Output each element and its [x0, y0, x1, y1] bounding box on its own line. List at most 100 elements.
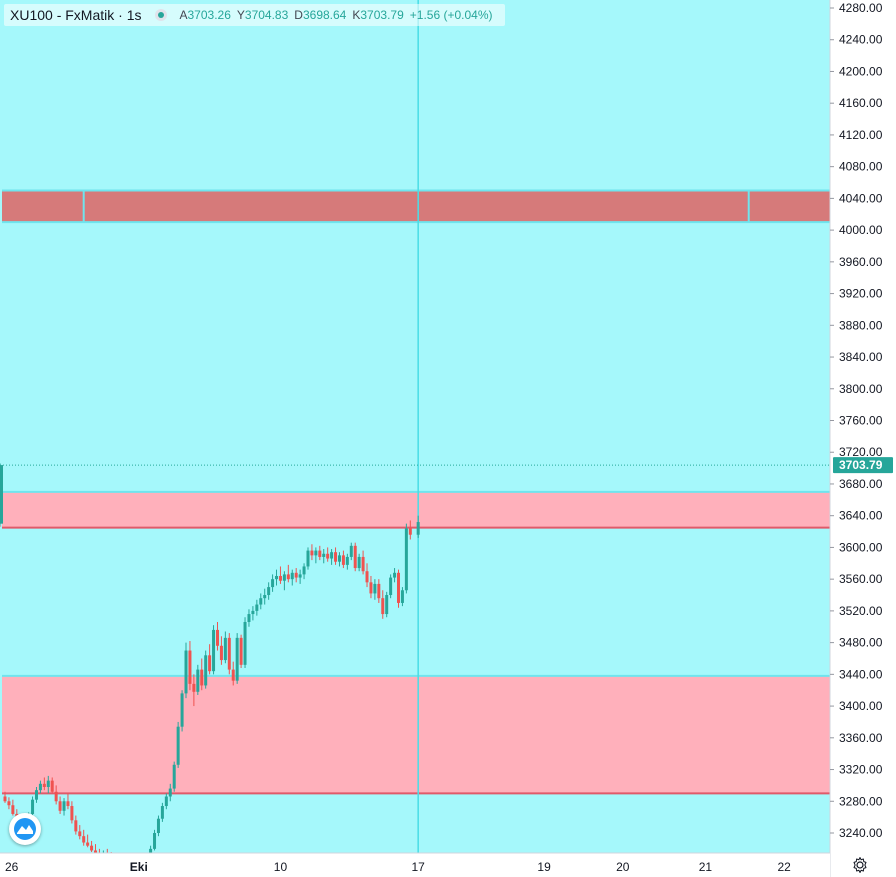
candle-body[interactable] [231, 669, 235, 681]
candle-body[interactable] [94, 850, 98, 854]
candle-body[interactable] [31, 799, 35, 814]
candle-body[interactable] [176, 726, 180, 765]
candle-body[interactable] [302, 566, 306, 575]
price-tick-label: 3600.00 [839, 540, 883, 554]
chart-logo-icon[interactable] [9, 813, 41, 845]
candle-body[interactable] [243, 621, 247, 665]
candle-body[interactable] [227, 637, 231, 670]
candle-body[interactable] [397, 572, 400, 603]
candle-body[interactable] [74, 820, 78, 832]
candle-body[interactable] [46, 780, 50, 787]
candle-body[interactable] [208, 655, 212, 672]
candle-body[interactable] [263, 595, 267, 599]
candle-body[interactable] [11, 805, 15, 814]
candle-body[interactable] [90, 845, 94, 851]
candle-body[interactable] [184, 650, 188, 694]
candle-body[interactable] [271, 579, 275, 588]
candle-body[interactable] [200, 669, 204, 686]
candle-body[interactable] [192, 683, 196, 692]
candle-body[interactable] [160, 806, 164, 819]
candle-body[interactable] [0, 465, 3, 524]
candle-body[interactable] [404, 528, 408, 591]
candle-body[interactable] [219, 645, 223, 661]
candle-body[interactable] [168, 788, 172, 797]
price-tick-label: 3480.00 [839, 636, 883, 650]
gear-icon[interactable] [846, 853, 874, 877]
candle-body[interactable] [38, 783, 42, 791]
candle-body[interactable] [223, 637, 227, 661]
candle-body[interactable] [86, 842, 90, 846]
candle-body[interactable] [58, 801, 62, 811]
candle-body[interactable] [361, 556, 365, 572]
candle-body[interactable] [322, 553, 326, 557]
candle-body[interactable] [341, 555, 345, 565]
candle-body[interactable] [82, 836, 86, 843]
candle-body[interactable] [381, 598, 385, 615]
candle-body[interactable] [78, 831, 82, 837]
zone-mid [2, 491, 830, 528]
current-price-badge [833, 457, 893, 474]
candle-body[interactable] [267, 587, 271, 596]
candle-body[interactable] [204, 655, 208, 686]
candle-body[interactable] [330, 552, 334, 559]
candle-body[interactable] [318, 550, 322, 557]
candle-body[interactable] [369, 582, 373, 594]
candle-body[interactable] [3, 796, 7, 802]
symbol-title[interactable]: XU100 - FxMatik · 1s [10, 7, 142, 23]
price-tick-label: 3360.00 [839, 731, 883, 745]
candle-body[interactable] [153, 833, 157, 849]
candle-body[interactable] [164, 796, 168, 807]
candle-body[interactable] [373, 583, 377, 594]
candle-body[interactable] [172, 764, 176, 789]
candle-body[interactable] [188, 650, 192, 684]
candle-body[interactable] [34, 790, 38, 800]
candle-body[interactable] [314, 550, 318, 556]
candle-body[interactable] [66, 801, 70, 807]
candle-body[interactable] [334, 552, 338, 562]
candle-body[interactable] [400, 590, 404, 603]
candle-body[interactable] [337, 555, 341, 562]
candle-body[interactable] [282, 574, 286, 581]
candle-body[interactable] [70, 806, 74, 821]
candle-body[interactable] [54, 791, 58, 802]
candle-body[interactable] [298, 574, 302, 578]
candle-body[interactable] [385, 595, 389, 615]
candle-body[interactable] [353, 545, 357, 569]
candle-body[interactable] [196, 669, 200, 692]
candle-body[interactable] [7, 801, 11, 806]
candle-body[interactable] [408, 528, 412, 535]
price-axis[interactable] [830, 0, 896, 877]
candle-body[interactable] [278, 575, 282, 581]
candle-body[interactable] [365, 571, 369, 583]
candle-body[interactable] [345, 556, 349, 565]
candle-body[interactable] [62, 801, 66, 811]
candle-body[interactable] [349, 545, 353, 557]
candle-body[interactable] [310, 550, 314, 556]
candle-body[interactable] [294, 572, 298, 578]
candle-body[interactable] [416, 522, 420, 535]
time-axis[interactable] [0, 853, 830, 877]
candle-body[interactable] [326, 553, 330, 559]
time-tick-label: 20 [616, 860, 630, 874]
candle-body[interactable] [259, 598, 263, 605]
candle-body[interactable] [239, 637, 243, 665]
candle-body[interactable] [255, 604, 259, 611]
candle-body[interactable] [275, 575, 279, 580]
candle-body[interactable] [357, 556, 361, 569]
candle-body[interactable] [156, 818, 160, 833]
candle-body[interactable] [251, 610, 255, 615]
candle-body[interactable] [290, 572, 294, 580]
candle-body[interactable] [212, 629, 216, 672]
candle-body[interactable] [247, 614, 251, 622]
candle-body[interactable] [286, 574, 290, 580]
candle-body[interactable] [389, 577, 393, 596]
candle-body[interactable] [235, 637, 239, 681]
candle-body[interactable] [377, 583, 381, 599]
candle-body[interactable] [180, 693, 184, 727]
candle-body[interactable] [50, 780, 54, 792]
candle-body[interactable] [306, 550, 310, 567]
candle-body[interactable] [215, 629, 219, 646]
candle-body[interactable] [42, 783, 46, 787]
candle-body[interactable] [393, 572, 397, 578]
